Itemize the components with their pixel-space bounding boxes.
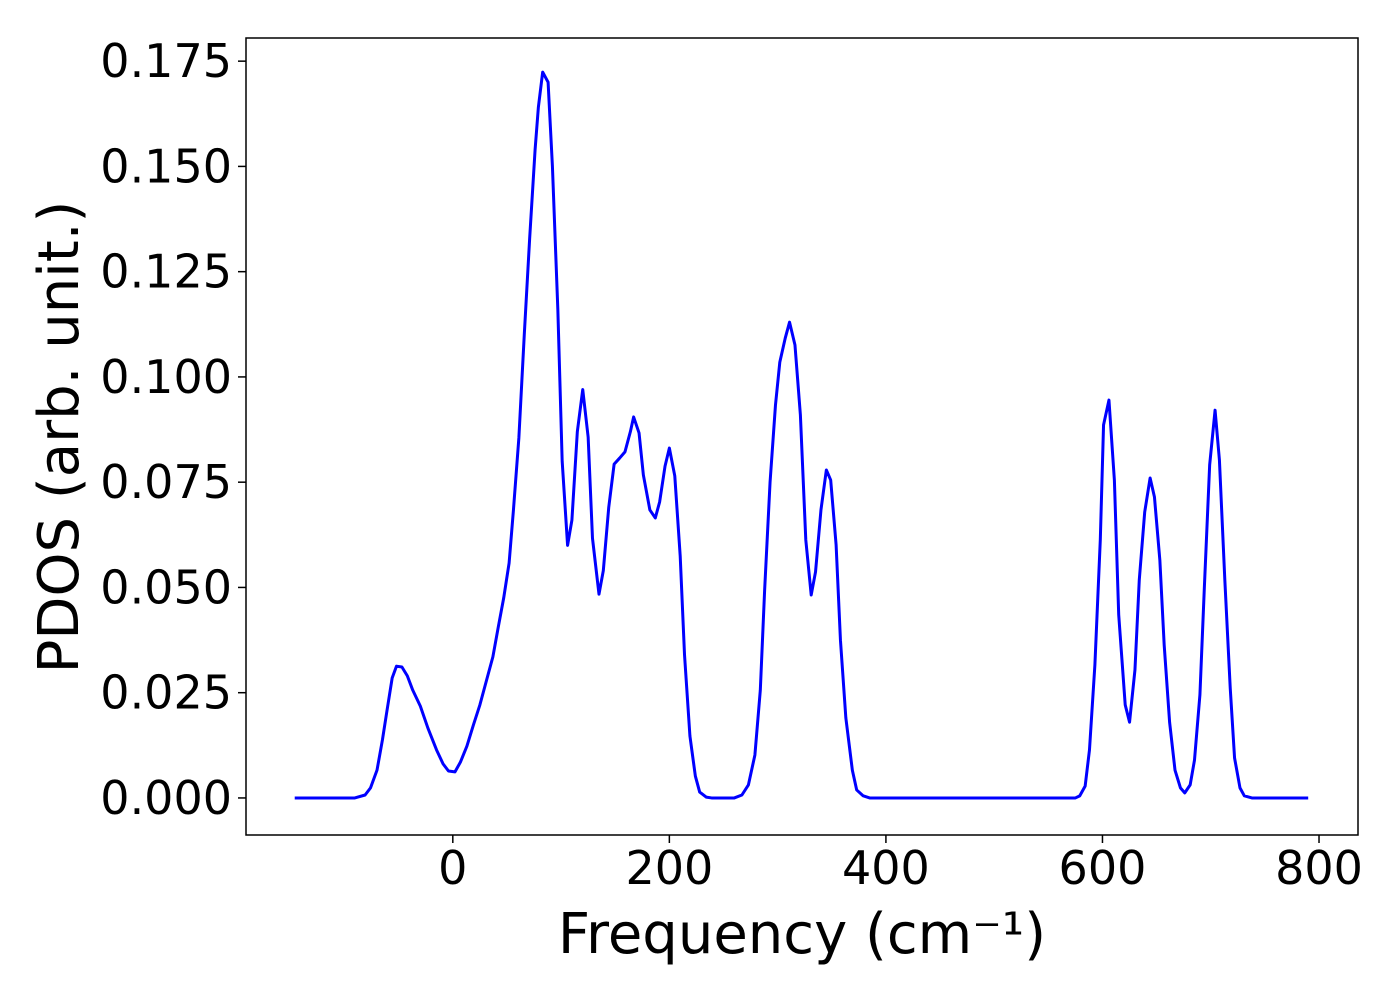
x-tick-label: 600 — [1059, 841, 1147, 895]
y-axis-label: PDOS (arb. unit.) — [27, 201, 92, 674]
y-tick-label: 0.175 — [100, 34, 232, 88]
x-tick-label: 400 — [842, 841, 930, 895]
y-tick-label: 0.050 — [100, 560, 232, 614]
x-tick-label: 0 — [438, 841, 467, 895]
x-axis-label: Frequency (cm⁻¹) — [558, 902, 1046, 967]
y-tick-label: 0.125 — [100, 245, 232, 299]
y-tick-label: 0.100 — [100, 350, 232, 404]
y-tick-label: 0.000 — [100, 771, 232, 825]
plot-frame — [245, 37, 1359, 836]
y-tick-label: 0.150 — [100, 139, 232, 193]
y-tick-label: 0.075 — [100, 455, 232, 509]
x-tick-label: 800 — [1275, 841, 1363, 895]
y-tick-label: 0.025 — [100, 666, 232, 720]
data-line — [294, 70, 1309, 800]
x-tick-label: 200 — [625, 841, 713, 895]
